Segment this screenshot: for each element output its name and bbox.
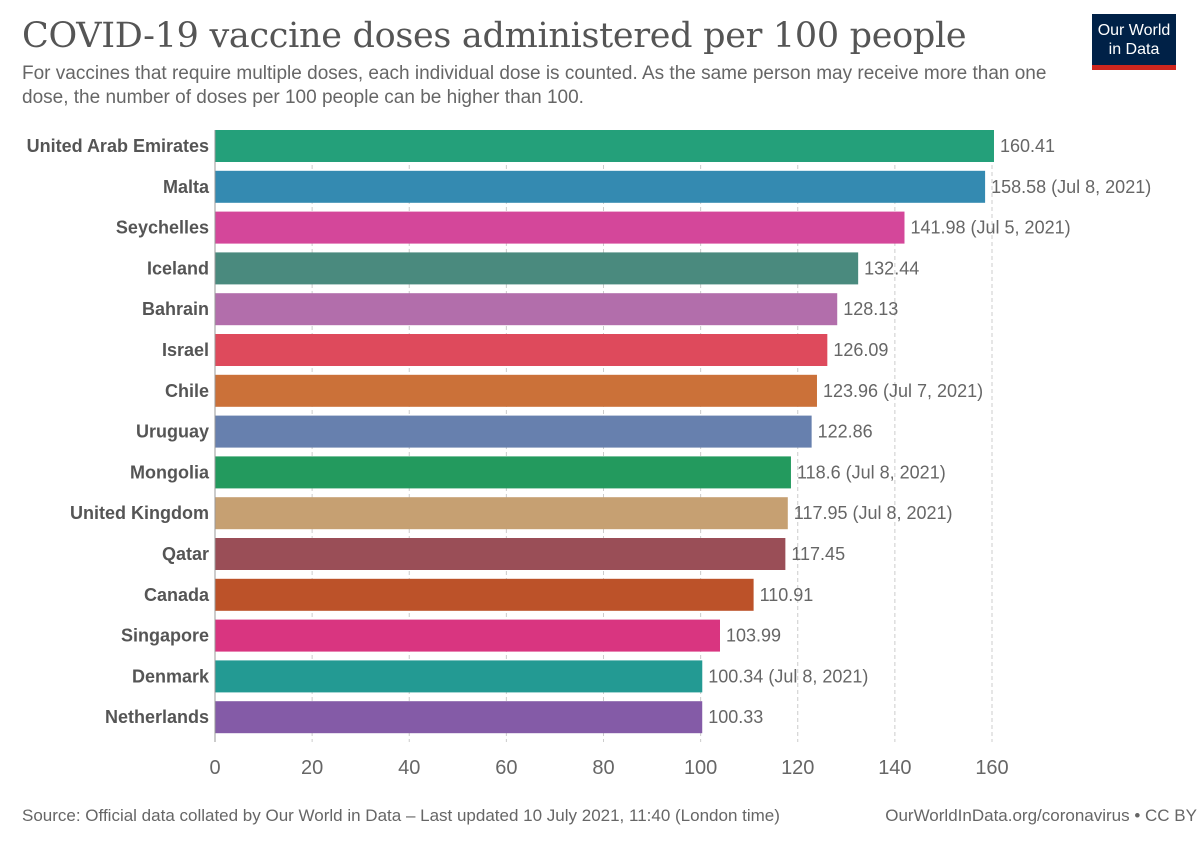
x-tick-label-60: 60 — [495, 757, 517, 779]
value-label-singapore: 103.99 — [726, 626, 781, 646]
value-label-mongolia: 118.6 (Jul 8, 2021) — [797, 462, 946, 482]
source-url[interactable]: OurWorldInData.org/coronavirus • CC BY — [885, 806, 1197, 825]
x-tick-label-0: 0 — [209, 757, 220, 779]
bar-qatar — [215, 538, 786, 570]
x-tick-label-160: 160 — [975, 757, 1008, 779]
bar-united-kingdom — [215, 497, 788, 530]
bar-israel — [215, 334, 828, 366]
bar-iceland — [215, 252, 859, 285]
value-label-malta: 158.58 (Jul 8, 2021) — [991, 177, 1151, 197]
category-label-canada: Canada — [144, 585, 210, 605]
value-label-qatar: 117.45 — [791, 544, 845, 564]
value-label-canada: 110.91 — [760, 585, 814, 605]
bar-chile — [215, 374, 817, 407]
value-label-iceland: 132.44 — [864, 258, 919, 278]
category-label-uruguay: Uruguay — [136, 422, 209, 442]
category-label-iceland: Iceland — [147, 258, 209, 278]
x-tick-label-140: 140 — [878, 757, 911, 779]
bar-chart: 0 20 40 60 80 100 120 140 160 United Arab Emirate… — [27, 130, 1151, 779]
bar-netherlands — [215, 701, 703, 734]
chart-title: COVID-19 vaccine doses administered per … — [22, 16, 967, 56]
source-note: Source: Official data collated by Our Wo… — [22, 806, 780, 825]
bar-malta — [215, 170, 986, 203]
value-label-united-kingdom: 117.95 (Jul 8, 2021) — [794, 503, 953, 523]
category-label-qatar: Qatar — [162, 544, 209, 564]
value-label-chile: 123.96 (Jul 7, 2021) — [823, 381, 983, 401]
category-label-netherlands: Netherlands — [105, 707, 209, 727]
value-label-bahrain: 128.13 — [843, 299, 898, 319]
bar-canada — [215, 578, 754, 611]
logo-line-1: Our World — [1097, 22, 1171, 39]
category-label-malta: Malta — [163, 177, 210, 197]
value-label-denmark: 100.34 (Jul 8, 2021) — [708, 666, 868, 686]
category-label-israel: Israel — [162, 340, 209, 360]
bar-mongolia — [215, 456, 791, 489]
category-label-singapore: Singapore — [121, 626, 209, 646]
bar-uruguay — [215, 415, 812, 448]
bar-united-arab-emirates — [215, 130, 994, 162]
x-tick-label-100: 100 — [684, 757, 717, 779]
x-tick-label-80: 80 — [592, 757, 614, 779]
value-label-netherlands: 100.33 — [708, 707, 763, 727]
bar-denmark — [215, 660, 703, 693]
bar-bahrain — [215, 293, 838, 326]
category-label-chile: Chile — [165, 381, 209, 401]
category-label-united-arab-emirates: United Arab Emirates — [27, 136, 209, 156]
logo-accent-bar — [1092, 65, 1176, 70]
category-label-mongolia: Mongolia — [130, 462, 210, 482]
bar-singapore — [215, 619, 721, 652]
value-label-seychelles: 141.98 (Jul 5, 2021) — [910, 218, 1070, 238]
category-label-bahrain: Bahrain — [142, 299, 209, 319]
x-tick-label-40: 40 — [398, 757, 420, 779]
x-tick-label-20: 20 — [301, 757, 323, 779]
value-label-united-arab-emirates: 160.41 — [1000, 136, 1055, 156]
category-label-seychelles: Seychelles — [116, 218, 209, 238]
logo-line-2: in Data — [1108, 41, 1160, 58]
category-label-denmark: Denmark — [132, 666, 210, 686]
category-label-united-kingdom: United Kingdom — [70, 503, 209, 523]
owid-logo[interactable]: Our World in Data — [1092, 14, 1176, 70]
value-label-uruguay: 122.86 — [818, 422, 873, 442]
chart-subtitle: For vaccines that require multiple doses… — [22, 63, 1047, 108]
x-tick-label-120: 120 — [781, 757, 814, 779]
bar-seychelles — [215, 211, 905, 244]
value-label-israel: 126.09 — [833, 340, 888, 360]
